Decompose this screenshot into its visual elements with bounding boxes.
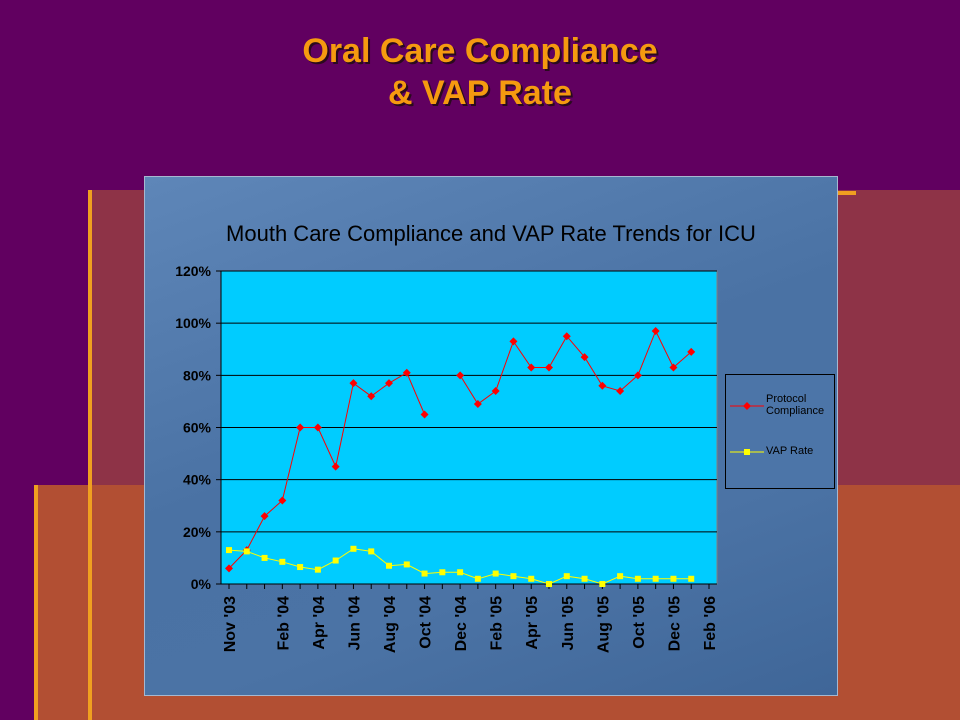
y-tick-label: 0%: [191, 576, 212, 592]
x-tick-label: Aug '04: [382, 596, 399, 653]
data-point-protocol-compliance: [633, 371, 642, 380]
data-point-vap-rate: [546, 581, 552, 587]
data-point-protocol-compliance: [491, 386, 500, 395]
x-tick-label: Dec '05: [666, 596, 683, 652]
data-point-protocol-compliance: [473, 400, 482, 409]
y-tick-label: 40%: [183, 472, 212, 488]
data-point-protocol-compliance: [562, 332, 571, 341]
data-point-vap-rate: [261, 554, 268, 561]
data-point-protocol-compliance: [527, 363, 536, 372]
data-point-vap-rate: [226, 547, 232, 554]
decorative-accent-line: [34, 485, 38, 720]
data-point-protocol-compliance: [669, 363, 678, 372]
data-point-vap-rate: [368, 548, 375, 555]
data-point-vap-rate: [617, 573, 624, 580]
data-point-protocol-compliance: [296, 423, 305, 432]
data-point-vap-rate: [243, 548, 250, 555]
data-point-vap-rate: [652, 575, 659, 582]
data-point-vap-rate: [581, 575, 588, 582]
data-point-protocol-compliance: [402, 368, 411, 377]
chart: Mouth Care Compliance and VAP Rate Trend…: [175, 221, 756, 653]
data-point-vap-rate: [439, 569, 446, 576]
data-point-vap-rate: [350, 545, 357, 552]
data-point-protocol-compliance: [456, 371, 465, 380]
data-point-protocol-compliance: [349, 379, 358, 388]
data-point-protocol-compliance: [509, 337, 518, 346]
data-point-protocol-compliance: [580, 353, 589, 362]
chart-legend: Protocol Compliance VAP Rate: [725, 374, 835, 489]
x-tick-label: Feb '05: [489, 596, 506, 651]
y-tick-label: 20%: [183, 524, 212, 540]
data-point-protocol-compliance: [687, 347, 696, 356]
y-tick-label: 100%: [175, 315, 211, 331]
data-point-vap-rate: [386, 562, 392, 569]
data-point-vap-rate: [670, 575, 677, 582]
data-point-protocol-compliance: [651, 326, 660, 335]
data-point-vap-rate: [403, 561, 410, 568]
x-tick-label: Jun '04: [346, 596, 363, 651]
legend-label-vap-rate: VAP Rate: [766, 445, 814, 457]
data-point-vap-rate: [634, 575, 641, 582]
decorative-accent-line: [88, 190, 92, 720]
data-point-protocol-compliance: [616, 386, 625, 395]
legend-swatch-protocol-compliance: [730, 402, 764, 410]
x-tick-label: Oct '04: [418, 596, 435, 649]
chart-title: Mouth Care Compliance and VAP Rate Trend…: [226, 221, 756, 246]
series-line-protocol-compliance: [228, 371, 426, 569]
data-point-vap-rate: [510, 573, 517, 580]
x-tick-label: Apr '04: [311, 596, 328, 650]
data-point-vap-rate: [297, 564, 304, 571]
data-point-vap-rate: [474, 575, 481, 582]
legend-swatch-vap-rate: [730, 449, 764, 455]
data-point-vap-rate: [314, 566, 321, 573]
data-point-vap-rate: [599, 581, 606, 587]
data-point-vap-rate: [279, 558, 286, 565]
data-point-vap-rate: [421, 570, 428, 577]
y-tick-label: 120%: [175, 263, 211, 279]
data-point-vap-rate: [492, 570, 499, 577]
data-point-protocol-compliance: [331, 462, 340, 471]
x-tick-label: Oct '05: [631, 596, 648, 649]
data-point-vap-rate: [457, 569, 464, 576]
decorative-accent-line: [838, 191, 856, 195]
data-point-protocol-compliance: [313, 423, 322, 432]
x-tick-label: Dec '04: [453, 596, 470, 652]
data-point-protocol-compliance: [420, 410, 429, 419]
slide-title-line-1: Oral Care Compliance: [302, 32, 658, 70]
x-tick-label: Apr '05: [524, 596, 541, 650]
slide-title-line-2: & VAP Rate: [388, 74, 572, 112]
x-tick-label: Nov '03: [222, 596, 239, 652]
data-point-protocol-compliance: [367, 392, 376, 401]
x-tick-label: Aug '05: [595, 596, 612, 653]
x-tick-label: Feb '06: [702, 596, 719, 651]
chart-panel: Mouth Care Compliance and VAP Rate Trend…: [144, 176, 838, 696]
slide-title: Oral Care Compliance & VAP Rate: [0, 30, 960, 114]
data-point-protocol-compliance: [260, 512, 269, 521]
data-point-vap-rate: [332, 557, 339, 564]
data-point-protocol-compliance: [545, 363, 553, 372]
data-point-vap-rate: [688, 575, 695, 582]
y-tick-label: 80%: [183, 367, 212, 383]
series-line-protocol-compliance: [459, 329, 692, 405]
data-point-protocol-compliance: [225, 564, 233, 573]
data-point-protocol-compliance: [598, 381, 607, 390]
data-point-protocol-compliance: [385, 379, 393, 388]
legend-label-protocol-compliance: Protocol Compliance: [766, 393, 825, 417]
x-tick-label: Feb '04: [275, 596, 292, 651]
y-tick-label: 60%: [183, 420, 212, 436]
data-point-vap-rate: [563, 573, 570, 580]
x-tick-label: Jun '05: [560, 596, 577, 651]
data-point-vap-rate: [528, 575, 535, 582]
data-point-protocol-compliance: [278, 496, 287, 505]
